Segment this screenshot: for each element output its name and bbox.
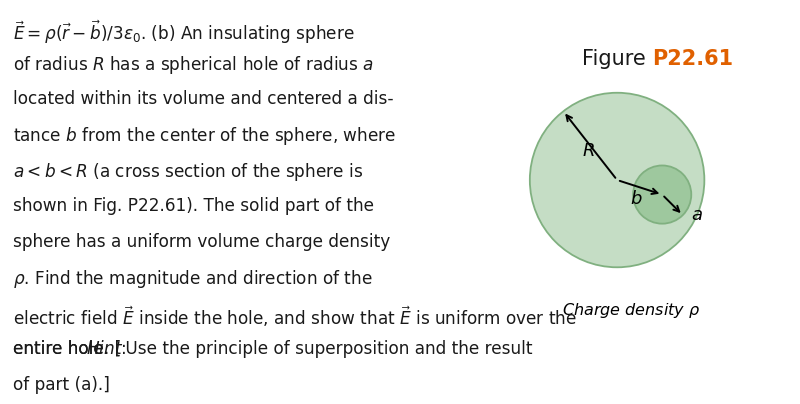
Text: Use the principle of superposition and the result: Use the principle of superposition and t…: [120, 340, 533, 358]
Circle shape: [530, 93, 704, 267]
Circle shape: [633, 166, 691, 224]
Text: Figure: Figure: [582, 49, 652, 69]
Text: tance $b$ from the center of the sphere, where: tance $b$ from the center of the sphere,…: [13, 125, 396, 147]
Text: electric field $\vec{E}$ inside the hole, and show that $\vec{E}$ is uniform ove: electric field $\vec{E}$ inside the hole…: [13, 304, 577, 329]
Text: P22.61: P22.61: [652, 49, 733, 69]
Text: of radius $R$ has a spherical hole of radius $a$: of radius $R$ has a spherical hole of ra…: [13, 54, 374, 76]
Text: entire hole. [: entire hole. [: [13, 340, 121, 358]
Text: located within its volume and centered a dis-: located within its volume and centered a…: [13, 90, 394, 108]
Text: $R$: $R$: [582, 142, 594, 160]
Text: Charge density $\rho$: Charge density $\rho$: [562, 301, 701, 320]
Text: entire hole. [: entire hole. [: [13, 340, 121, 358]
Text: $\rho$. Find the magnitude and direction of the: $\rho$. Find the magnitude and direction…: [13, 268, 373, 290]
Text: $\vec{E} = \rho(\vec{r} - \vec{b})/3\epsilon_0$. (b) An insulating sphere: $\vec{E} = \rho(\vec{r} - \vec{b})/3\eps…: [13, 18, 354, 46]
Text: sphere has a uniform volume charge density: sphere has a uniform volume charge densi…: [13, 233, 390, 251]
Text: $a < b < R$ (a cross section of the sphere is: $a < b < R$ (a cross section of the sphe…: [13, 161, 363, 183]
Text: $b$: $b$: [630, 190, 643, 208]
Text: shown in Fig. P22.61). The solid part of the: shown in Fig. P22.61). The solid part of…: [13, 197, 374, 215]
Text: $a$: $a$: [691, 206, 703, 224]
Text: $\it{Hint}$:: $\it{Hint}$:: [86, 340, 127, 358]
Text: of part (a).]: of part (a).]: [13, 376, 110, 394]
